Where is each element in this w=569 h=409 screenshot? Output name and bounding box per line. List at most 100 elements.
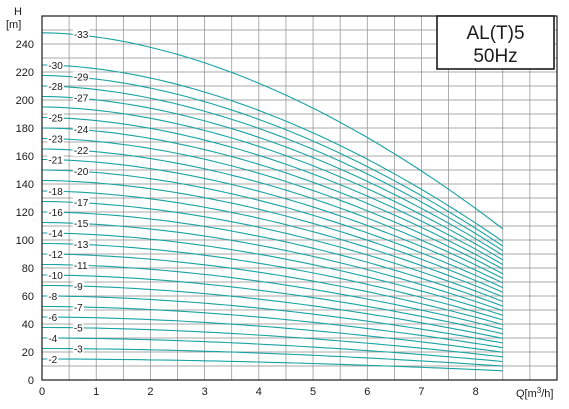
pump-curve-5 bbox=[42, 326, 503, 358]
stage-label-background bbox=[72, 197, 90, 209]
pump-curve-3 bbox=[42, 347, 503, 367]
y-tick-label: 200 bbox=[16, 95, 34, 107]
pump-curve-24 bbox=[41, 127, 504, 270]
stage-label-background bbox=[72, 92, 90, 104]
stage-label: -17 bbox=[74, 198, 89, 209]
stage-label: -21 bbox=[48, 156, 63, 167]
stage-label: -22 bbox=[74, 146, 89, 157]
stage-label-background bbox=[47, 154, 64, 166]
pump-curve-10 bbox=[42, 274, 503, 335]
y-tick-label: 100 bbox=[16, 235, 34, 247]
pump-curve-7 bbox=[42, 305, 503, 349]
pump-curve-8 bbox=[42, 295, 503, 344]
plot-frame bbox=[41, 15, 558, 381]
pump-curve-12 bbox=[42, 253, 503, 326]
pump-curve-15 bbox=[41, 221, 503, 312]
stage-label-background bbox=[47, 312, 59, 324]
stage-label: -23 bbox=[48, 135, 63, 146]
stage-label-background bbox=[47, 354, 59, 366]
y-tick-label: 120 bbox=[16, 207, 34, 219]
stage-label-background bbox=[72, 259, 89, 271]
x-tick-label: 2 bbox=[147, 386, 153, 398]
stage-label: -29 bbox=[74, 73, 89, 84]
stage-label: -33 bbox=[74, 30, 89, 41]
pump-curve-29 bbox=[41, 74, 504, 247]
pump-curve-21 bbox=[41, 158, 504, 284]
frequency-label: 50Hz bbox=[473, 46, 517, 67]
stage-label-background bbox=[47, 133, 64, 145]
stage-label: -5 bbox=[74, 324, 83, 335]
pump-curve-9 bbox=[42, 284, 503, 339]
y-tick-label: 80 bbox=[22, 263, 34, 275]
stage-label-background bbox=[47, 207, 64, 219]
pump-curve-27 bbox=[41, 95, 504, 256]
pump-curve-28 bbox=[41, 85, 504, 252]
x-tick-label: 7 bbox=[418, 386, 424, 398]
stage-label: -8 bbox=[48, 292, 57, 303]
stage-label: -13 bbox=[74, 240, 89, 251]
stage-label-background bbox=[72, 343, 84, 355]
pump-curve-11 bbox=[42, 263, 503, 330]
stage-label-background bbox=[72, 239, 90, 251]
stage-label: -25 bbox=[48, 114, 63, 125]
pump-curve-13 bbox=[42, 242, 503, 321]
stage-label-background bbox=[72, 71, 90, 83]
stage-label-background bbox=[47, 186, 64, 198]
pump-curve-6 bbox=[42, 316, 503, 353]
y-tick-label: 240 bbox=[16, 39, 34, 51]
y-tick-label: 220 bbox=[16, 67, 34, 79]
stage-label-background bbox=[47, 112, 64, 124]
y-axis-label: H bbox=[14, 6, 22, 18]
x-tick-label: 0 bbox=[39, 386, 45, 398]
x-axis-label: Q[m3/h] bbox=[516, 386, 553, 400]
model-badge: AL(T)5 50Hz bbox=[436, 15, 555, 70]
pump-curve-20 bbox=[41, 169, 504, 289]
stage-label-background bbox=[72, 301, 84, 313]
stage-label: -11 bbox=[74, 261, 88, 272]
pump-curve-22 bbox=[41, 148, 504, 279]
stage-label: -24 bbox=[74, 125, 89, 136]
stage-label: -10 bbox=[48, 271, 63, 282]
stage-label-background bbox=[72, 124, 90, 136]
stage-label: -9 bbox=[74, 282, 83, 293]
pump-curve-16 bbox=[41, 211, 503, 307]
x-tick-label: 1 bbox=[93, 386, 99, 398]
curves bbox=[41, 32, 504, 372]
stage-label: -16 bbox=[48, 208, 63, 219]
stage-label-background bbox=[72, 280, 84, 292]
y-tick-label: 20 bbox=[22, 347, 34, 359]
y-tick-label: 60 bbox=[22, 291, 34, 303]
stage-labels: -33-30-29-28-27-25-24-23-22-21-20-18-17-… bbox=[47, 29, 90, 366]
stage-label-background bbox=[47, 249, 64, 261]
y-tick-label: 180 bbox=[16, 123, 34, 135]
stage-label-background bbox=[72, 165, 90, 177]
stage-label-background bbox=[47, 270, 64, 282]
stage-label: -3 bbox=[74, 345, 83, 356]
x-tick-label: 5 bbox=[310, 386, 316, 398]
pump-curve-18 bbox=[41, 190, 504, 298]
stage-label: -27 bbox=[74, 94, 89, 105]
x-tick-label: 6 bbox=[364, 386, 370, 398]
pump-curve-23 bbox=[41, 137, 504, 275]
pump-curve-4 bbox=[42, 337, 503, 363]
y-tick-label: 40 bbox=[22, 319, 34, 331]
y-tick-label: 140 bbox=[16, 179, 34, 191]
grid bbox=[42, 16, 557, 380]
stage-label-background bbox=[47, 60, 64, 72]
y-axis-unit: [m] bbox=[6, 19, 21, 31]
stage-label: -28 bbox=[48, 82, 63, 93]
stage-label-background bbox=[47, 81, 64, 93]
y-tick-label: 160 bbox=[16, 151, 34, 163]
pump-curve-2 bbox=[42, 358, 503, 372]
stage-label-background bbox=[72, 29, 90, 41]
stage-label: -15 bbox=[74, 219, 89, 230]
pump-curve-17 bbox=[41, 200, 503, 303]
tick-labels: 0 1 2 3 4 5 6 7 80204060801001201401601802002202… bbox=[16, 39, 479, 398]
stage-label-background bbox=[47, 291, 59, 303]
pump-curve-33 bbox=[41, 32, 504, 230]
pump-curve-25 bbox=[41, 116, 504, 265]
model-name: AL(T)5 bbox=[466, 23, 524, 44]
stage-label: -7 bbox=[74, 303, 83, 314]
